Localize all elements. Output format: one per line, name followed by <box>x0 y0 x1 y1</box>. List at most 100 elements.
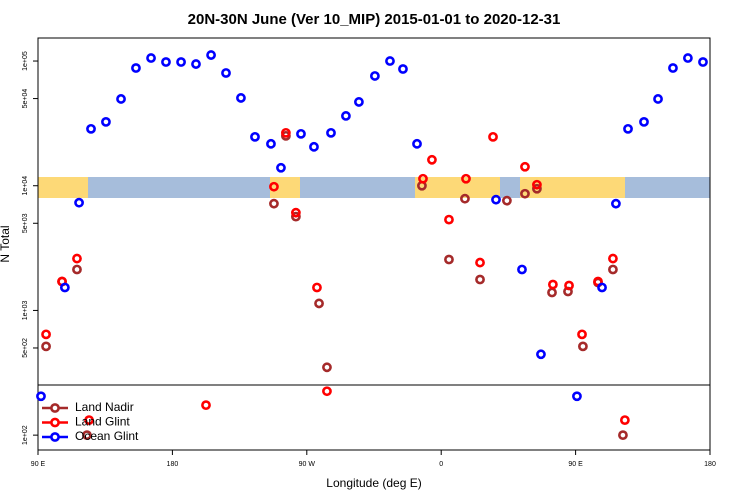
point <box>266 138 276 149</box>
point <box>475 274 485 285</box>
point <box>520 161 530 172</box>
point <box>341 111 351 121</box>
point <box>290 211 301 222</box>
point <box>412 138 422 149</box>
x-tick-label: 90 E <box>31 461 46 468</box>
point <box>398 64 408 74</box>
point <box>564 280 574 291</box>
point <box>608 264 618 275</box>
point <box>41 341 51 352</box>
y-tick-label: 5e+03 <box>22 213 29 233</box>
y-tick-label: 1e+02 <box>22 425 29 445</box>
y-tick-label: 5e+04 <box>22 89 29 109</box>
point <box>250 131 260 142</box>
point <box>517 264 527 275</box>
legend-label: Land Nadir <box>75 400 134 414</box>
point <box>427 154 437 165</box>
point <box>461 173 471 184</box>
point <box>369 71 380 81</box>
point <box>698 57 708 67</box>
legend-marker <box>50 403 60 413</box>
point <box>547 287 557 298</box>
map-strip <box>38 177 710 198</box>
point <box>536 349 546 360</box>
point <box>572 391 582 402</box>
point <box>41 329 51 340</box>
point <box>36 391 46 402</box>
point <box>532 183 542 194</box>
point <box>444 254 454 265</box>
point <box>146 53 156 63</box>
point <box>176 57 186 67</box>
point <box>191 59 201 69</box>
point <box>354 97 364 107</box>
point <box>322 386 332 397</box>
point <box>491 194 501 205</box>
point <box>74 197 84 208</box>
point <box>623 123 633 134</box>
point <box>488 131 498 142</box>
point <box>577 329 587 340</box>
legend-marker <box>50 417 60 428</box>
point <box>72 253 82 264</box>
point <box>322 362 332 373</box>
point <box>385 56 395 66</box>
chart-title: 20N-30N June (Ver 10_MIP) 2015-01-01 to … <box>188 11 561 28</box>
plot-frame <box>37 37 711 451</box>
point <box>475 257 485 268</box>
point <box>312 282 322 293</box>
point <box>206 50 216 60</box>
point <box>290 207 301 218</box>
point <box>418 173 428 184</box>
legend-label: Land Glint <box>75 415 130 429</box>
point <box>72 264 82 275</box>
y-tick-label: 1e+04 <box>22 176 29 196</box>
point <box>276 162 286 173</box>
point <box>269 198 279 209</box>
point <box>548 279 558 290</box>
point <box>86 123 96 134</box>
y-tick-label: 1e+05 <box>22 51 29 71</box>
y-tick-label: 5e+02 <box>22 338 29 358</box>
point <box>326 127 336 138</box>
point <box>682 53 693 63</box>
x-tick-label: 90 W <box>299 461 316 468</box>
point <box>161 57 171 67</box>
legend-label: Ocean Glint <box>75 429 139 443</box>
point <box>619 415 630 426</box>
x-tick-label: 180 <box>167 461 179 468</box>
point <box>84 415 94 426</box>
y-axis-label: N Total <box>0 225 12 262</box>
point <box>653 94 663 104</box>
legend-marker <box>50 432 60 442</box>
point <box>520 188 530 199</box>
point <box>221 68 231 78</box>
point <box>314 298 324 309</box>
point <box>236 93 246 103</box>
point <box>532 179 542 190</box>
point <box>59 282 70 293</box>
y-tick-label: 1e+03 <box>22 301 29 321</box>
point <box>131 63 141 73</box>
point <box>502 195 512 206</box>
point <box>309 141 319 152</box>
point <box>296 128 306 139</box>
point <box>201 400 211 411</box>
x-tick-label: 180 <box>704 461 716 468</box>
point <box>444 214 454 225</box>
x-axis-label: Longitude (deg E) <box>326 476 421 490</box>
point <box>101 117 111 127</box>
point <box>668 63 678 73</box>
point <box>82 430 92 441</box>
point <box>597 282 607 293</box>
point <box>578 341 588 352</box>
point <box>460 193 470 204</box>
x-tick-label: 90 E <box>568 461 583 468</box>
point <box>611 198 621 209</box>
point <box>116 94 126 104</box>
x-tick-label: 0 <box>439 461 443 468</box>
point <box>280 127 291 138</box>
point <box>639 117 649 127</box>
point <box>608 253 618 264</box>
